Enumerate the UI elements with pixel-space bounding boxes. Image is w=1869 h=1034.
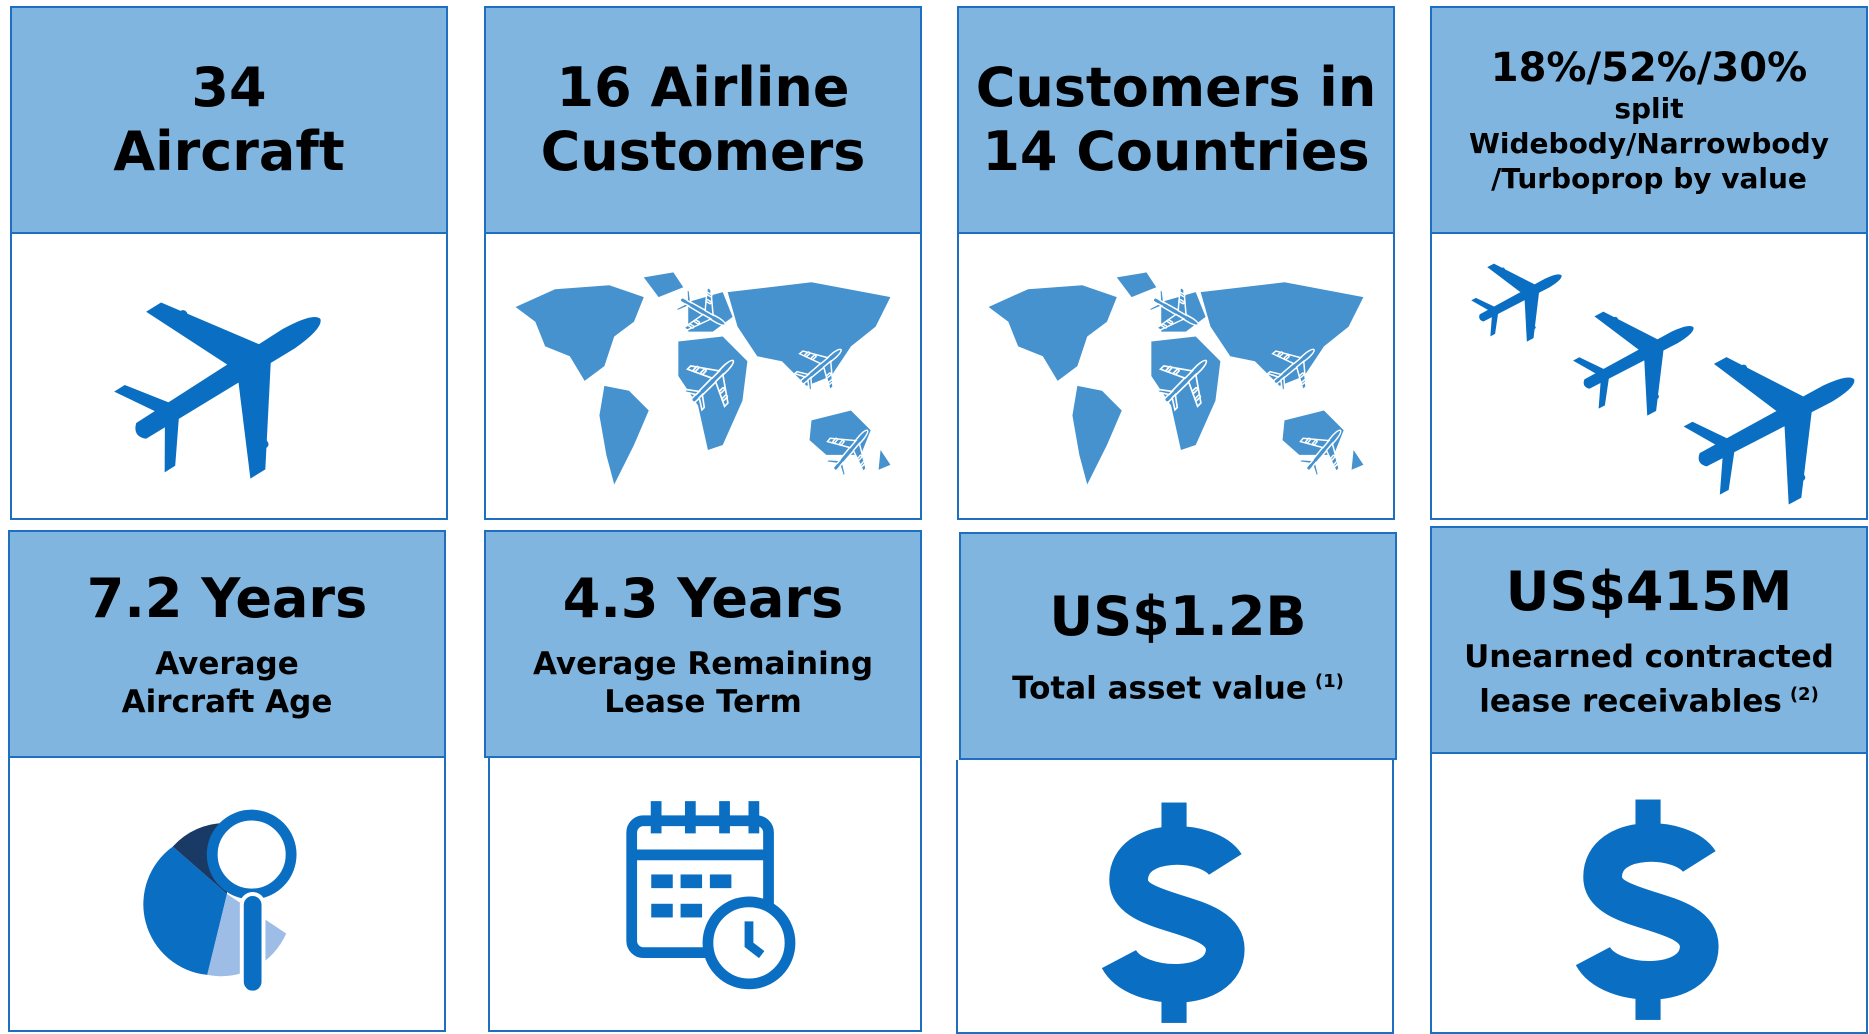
calendar-icon — [626, 801, 796, 990]
tile-subtitle: split — [1614, 91, 1683, 126]
tile-header: 34 Aircraft — [10, 6, 448, 234]
subtitle-text: split — [1614, 91, 1684, 125]
tile-subtitle: Total asset value (1) — [1012, 663, 1344, 707]
tile-subtitle: Unearned contracted — [1464, 638, 1834, 676]
tile-header: 4.3 Years Average Remaining Lease Term — [484, 530, 922, 758]
tile-body — [956, 760, 1394, 1034]
tile-title: 34 — [191, 56, 267, 119]
tile-title: 14 Countries — [982, 120, 1370, 183]
tile-title: US$415M — [1505, 559, 1793, 623]
subtitle-text: Lease Term — [604, 684, 802, 720]
world-icon — [515, 272, 891, 518]
tile-title: Customers — [540, 120, 866, 183]
tile-title: 4.3 Years — [562, 567, 844, 630]
planes-icon — [1459, 238, 1866, 518]
subtitle-text: Widebody/Narrowbody — [1469, 126, 1829, 160]
tile-title: 18%/52%/30% — [1490, 44, 1808, 91]
tile-body — [8, 758, 446, 1032]
tile-title: 7.2 Years — [86, 567, 368, 630]
tile-subtitle: lease receivables (2) — [1479, 676, 1819, 720]
tile-header: US$415M Unearned contracted lease receivab… — [1430, 526, 1868, 754]
tile-subtitle: Aircraft Age — [122, 683, 333, 721]
tile-header: Customers in 14 Countries — [957, 6, 1395, 234]
tile-body — [10, 234, 448, 520]
subtitle-text: lease receivables — [1479, 683, 1782, 720]
tile-header: 7.2 Years Average Aircraft Age — [8, 530, 446, 758]
tile-body — [1430, 754, 1868, 1034]
subtitle-text: Total asset value — [1012, 670, 1307, 707]
tile-header: US$1.2B Total asset value (1) — [959, 532, 1397, 760]
dollar-icon — [1432, 754, 1866, 1032]
footnote-ref: (1) — [1314, 670, 1344, 692]
tile-subtitle: Average Remaining — [533, 645, 873, 683]
subtitle-text: Average — [155, 646, 299, 682]
subtitle-text: /Turboprop by value — [1491, 161, 1807, 195]
tile-title: Customers in — [975, 56, 1377, 119]
tile-subtitle: /Turboprop by value — [1491, 161, 1807, 196]
tile-subtitle: Lease Term — [604, 683, 802, 721]
tile-subtitle: Average — [155, 645, 299, 683]
dollar-icon — [958, 760, 1392, 1032]
tile-title: Aircraft — [113, 120, 345, 183]
tile-body — [1430, 234, 1868, 520]
tile-body — [484, 234, 922, 520]
tile-body — [488, 758, 922, 1032]
tile-title: 16 Airline — [556, 56, 850, 119]
tile-body — [957, 234, 1395, 520]
age-icon — [143, 809, 297, 995]
subtitle-text: Average Remaining — [532, 646, 874, 682]
tile-header: 18%/52%/30% split Widebody/Narrowbody/Turb… — [1430, 6, 1868, 234]
plane-icon — [84, 235, 373, 518]
subtitle-text: Unearned contracted — [1464, 638, 1834, 675]
subtitle-text: Aircraft Age — [121, 684, 333, 720]
footnote-ref: (2) — [1789, 683, 1819, 705]
tile-title: US$1.2B — [1049, 584, 1307, 648]
world-icon — [988, 272, 1364, 518]
tile-subtitle: Widebody/Narrowbody — [1469, 126, 1829, 161]
tile-header: 16 Airline Customers — [484, 6, 922, 234]
